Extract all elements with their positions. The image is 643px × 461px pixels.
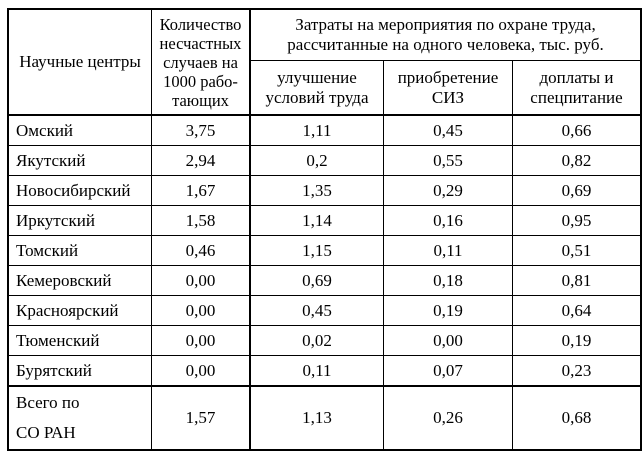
accidents-value: 0,00 [152,296,251,326]
payments-value: 0,81 [513,266,641,296]
total-accidents: 1,57 [152,386,251,449]
siz-value: 0,18 [384,266,513,296]
siz-value: 0,07 [384,356,513,386]
payments-value: 0,64 [513,296,641,326]
conditions-value: 1,35 [251,176,384,206]
total-name-line1: Всего по [16,393,80,412]
header-payments: доплаты и спецпитание [513,61,641,116]
table-row: Новосибирский 1,67 1,35 0,29 0,69 [9,176,641,206]
table-row: Бурятский 0,00 0,11 0,07 0,23 [9,356,641,386]
header-centers: Научные центры [9,10,152,116]
safety-costs-table: Научные центры Количество несчастных слу… [7,8,643,451]
siz-value: 0,55 [384,146,513,176]
table-row: Красноярский 0,00 0,45 0,19 0,64 [9,296,641,326]
header-siz: приобретение СИЗ [384,61,513,116]
payments-value: 0,69 [513,176,641,206]
accidents-value: 0,00 [152,356,251,386]
conditions-value: 0,11 [251,356,384,386]
center-name: Якутский [9,146,152,176]
siz-value: 0,19 [384,296,513,326]
table-row: Омский 3,75 1,11 0,45 0,66 [9,116,641,146]
accidents-value: 2,94 [152,146,251,176]
total-row: Всего по СО РАН 1,57 1,13 0,26 0,68 [9,386,641,449]
header-accidents: Количество несчастных случаев на 1000 ра… [152,10,251,116]
conditions-value: 1,15 [251,236,384,266]
conditions-value: 1,14 [251,206,384,236]
table-row: Якутский 2,94 0,2 0,55 0,82 [9,146,641,176]
conditions-value: 0,45 [251,296,384,326]
center-name: Омский [9,116,152,146]
conditions-value: 1,11 [251,116,384,146]
total-payments: 0,68 [513,386,641,449]
payments-value: 0,23 [513,356,641,386]
total-name: Всего по СО РАН [9,386,152,449]
center-name: Тюменский [9,326,152,356]
table-row: Томский 0,46 1,15 0,11 0,51 [9,236,641,266]
siz-value: 0,45 [384,116,513,146]
accidents-value: 0,00 [152,266,251,296]
siz-value: 0,11 [384,236,513,266]
center-name: Красноярский [9,296,152,326]
total-conditions: 1,13 [251,386,384,449]
center-name: Кемеровский [9,266,152,296]
table-row: Кемеровский 0,00 0,69 0,18 0,81 [9,266,641,296]
header-costs-group: Затраты на мероприятия по охране труда, … [251,10,641,61]
accidents-value: 3,75 [152,116,251,146]
accidents-value: 1,67 [152,176,251,206]
table-row: Тюменский 0,00 0,02 0,00 0,19 [9,326,641,356]
siz-value: 0,16 [384,206,513,236]
center-name: Томский [9,236,152,266]
accidents-value: 1,58 [152,206,251,236]
siz-value: 0,29 [384,176,513,206]
conditions-value: 0,2 [251,146,384,176]
payments-value: 0,95 [513,206,641,236]
payments-value: 0,19 [513,326,641,356]
accidents-value: 0,00 [152,326,251,356]
header-conditions: улучшение условий труда [251,61,384,116]
payments-value: 0,66 [513,116,641,146]
center-name: Бурятский [9,356,152,386]
total-name-line2: СО РАН [16,423,76,442]
conditions-value: 0,02 [251,326,384,356]
accidents-value: 0,46 [152,236,251,266]
center-name: Иркутский [9,206,152,236]
center-name: Новосибирский [9,176,152,206]
payments-value: 0,51 [513,236,641,266]
conditions-value: 0,69 [251,266,384,296]
payments-value: 0,82 [513,146,641,176]
total-siz: 0,26 [384,386,513,449]
table-row: Иркутский 1,58 1,14 0,16 0,95 [9,206,641,236]
siz-value: 0,00 [384,326,513,356]
